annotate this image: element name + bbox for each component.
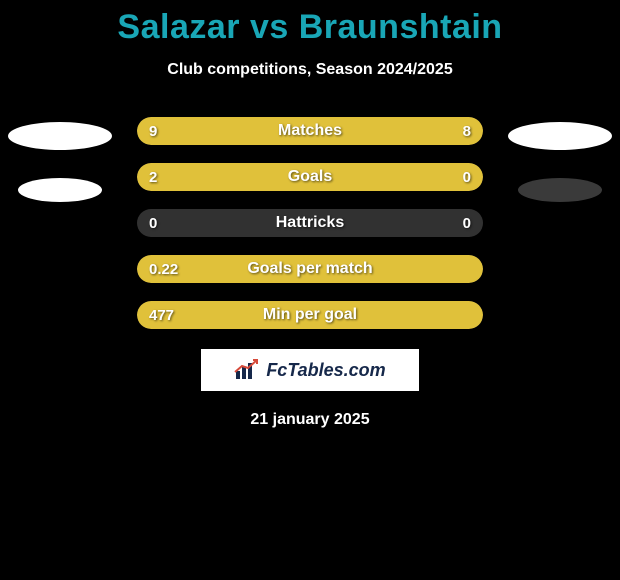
stat-label: Hattricks bbox=[137, 209, 483, 237]
player1-name: Salazar bbox=[117, 8, 240, 46]
stat-row: 20Goals bbox=[137, 163, 483, 191]
player2-name: Braunshtain bbox=[299, 8, 503, 46]
stat-label: Matches bbox=[137, 117, 483, 145]
page-title: Salazar vs Braunshtain bbox=[0, 0, 620, 47]
stat-label: Goals per match bbox=[137, 255, 483, 283]
logo-badge: FcTables.com bbox=[201, 349, 419, 391]
logo-text: FcTables.com bbox=[266, 360, 385, 381]
stat-row: 0.22Goals per match bbox=[137, 255, 483, 283]
chart-icon bbox=[234, 359, 260, 381]
stats-container: 98Matches 20Goals 00Hattricks 0.22Goals per… bbox=[137, 117, 483, 329]
side-ellipse bbox=[8, 122, 112, 150]
side-ellipse bbox=[18, 178, 102, 202]
side-ellipse bbox=[518, 178, 602, 202]
subtitle: Club competitions, Season 2024/2025 bbox=[0, 61, 620, 79]
stat-row: 477Min per goal bbox=[137, 301, 483, 329]
vs-text: vs bbox=[250, 8, 299, 46]
footer-date: 21 january 2025 bbox=[0, 411, 620, 429]
stat-label: Goals bbox=[137, 163, 483, 191]
stat-label: Min per goal bbox=[137, 301, 483, 329]
side-ellipse bbox=[508, 122, 612, 150]
stat-row: 00Hattricks bbox=[137, 209, 483, 237]
stat-row: 98Matches bbox=[137, 117, 483, 145]
